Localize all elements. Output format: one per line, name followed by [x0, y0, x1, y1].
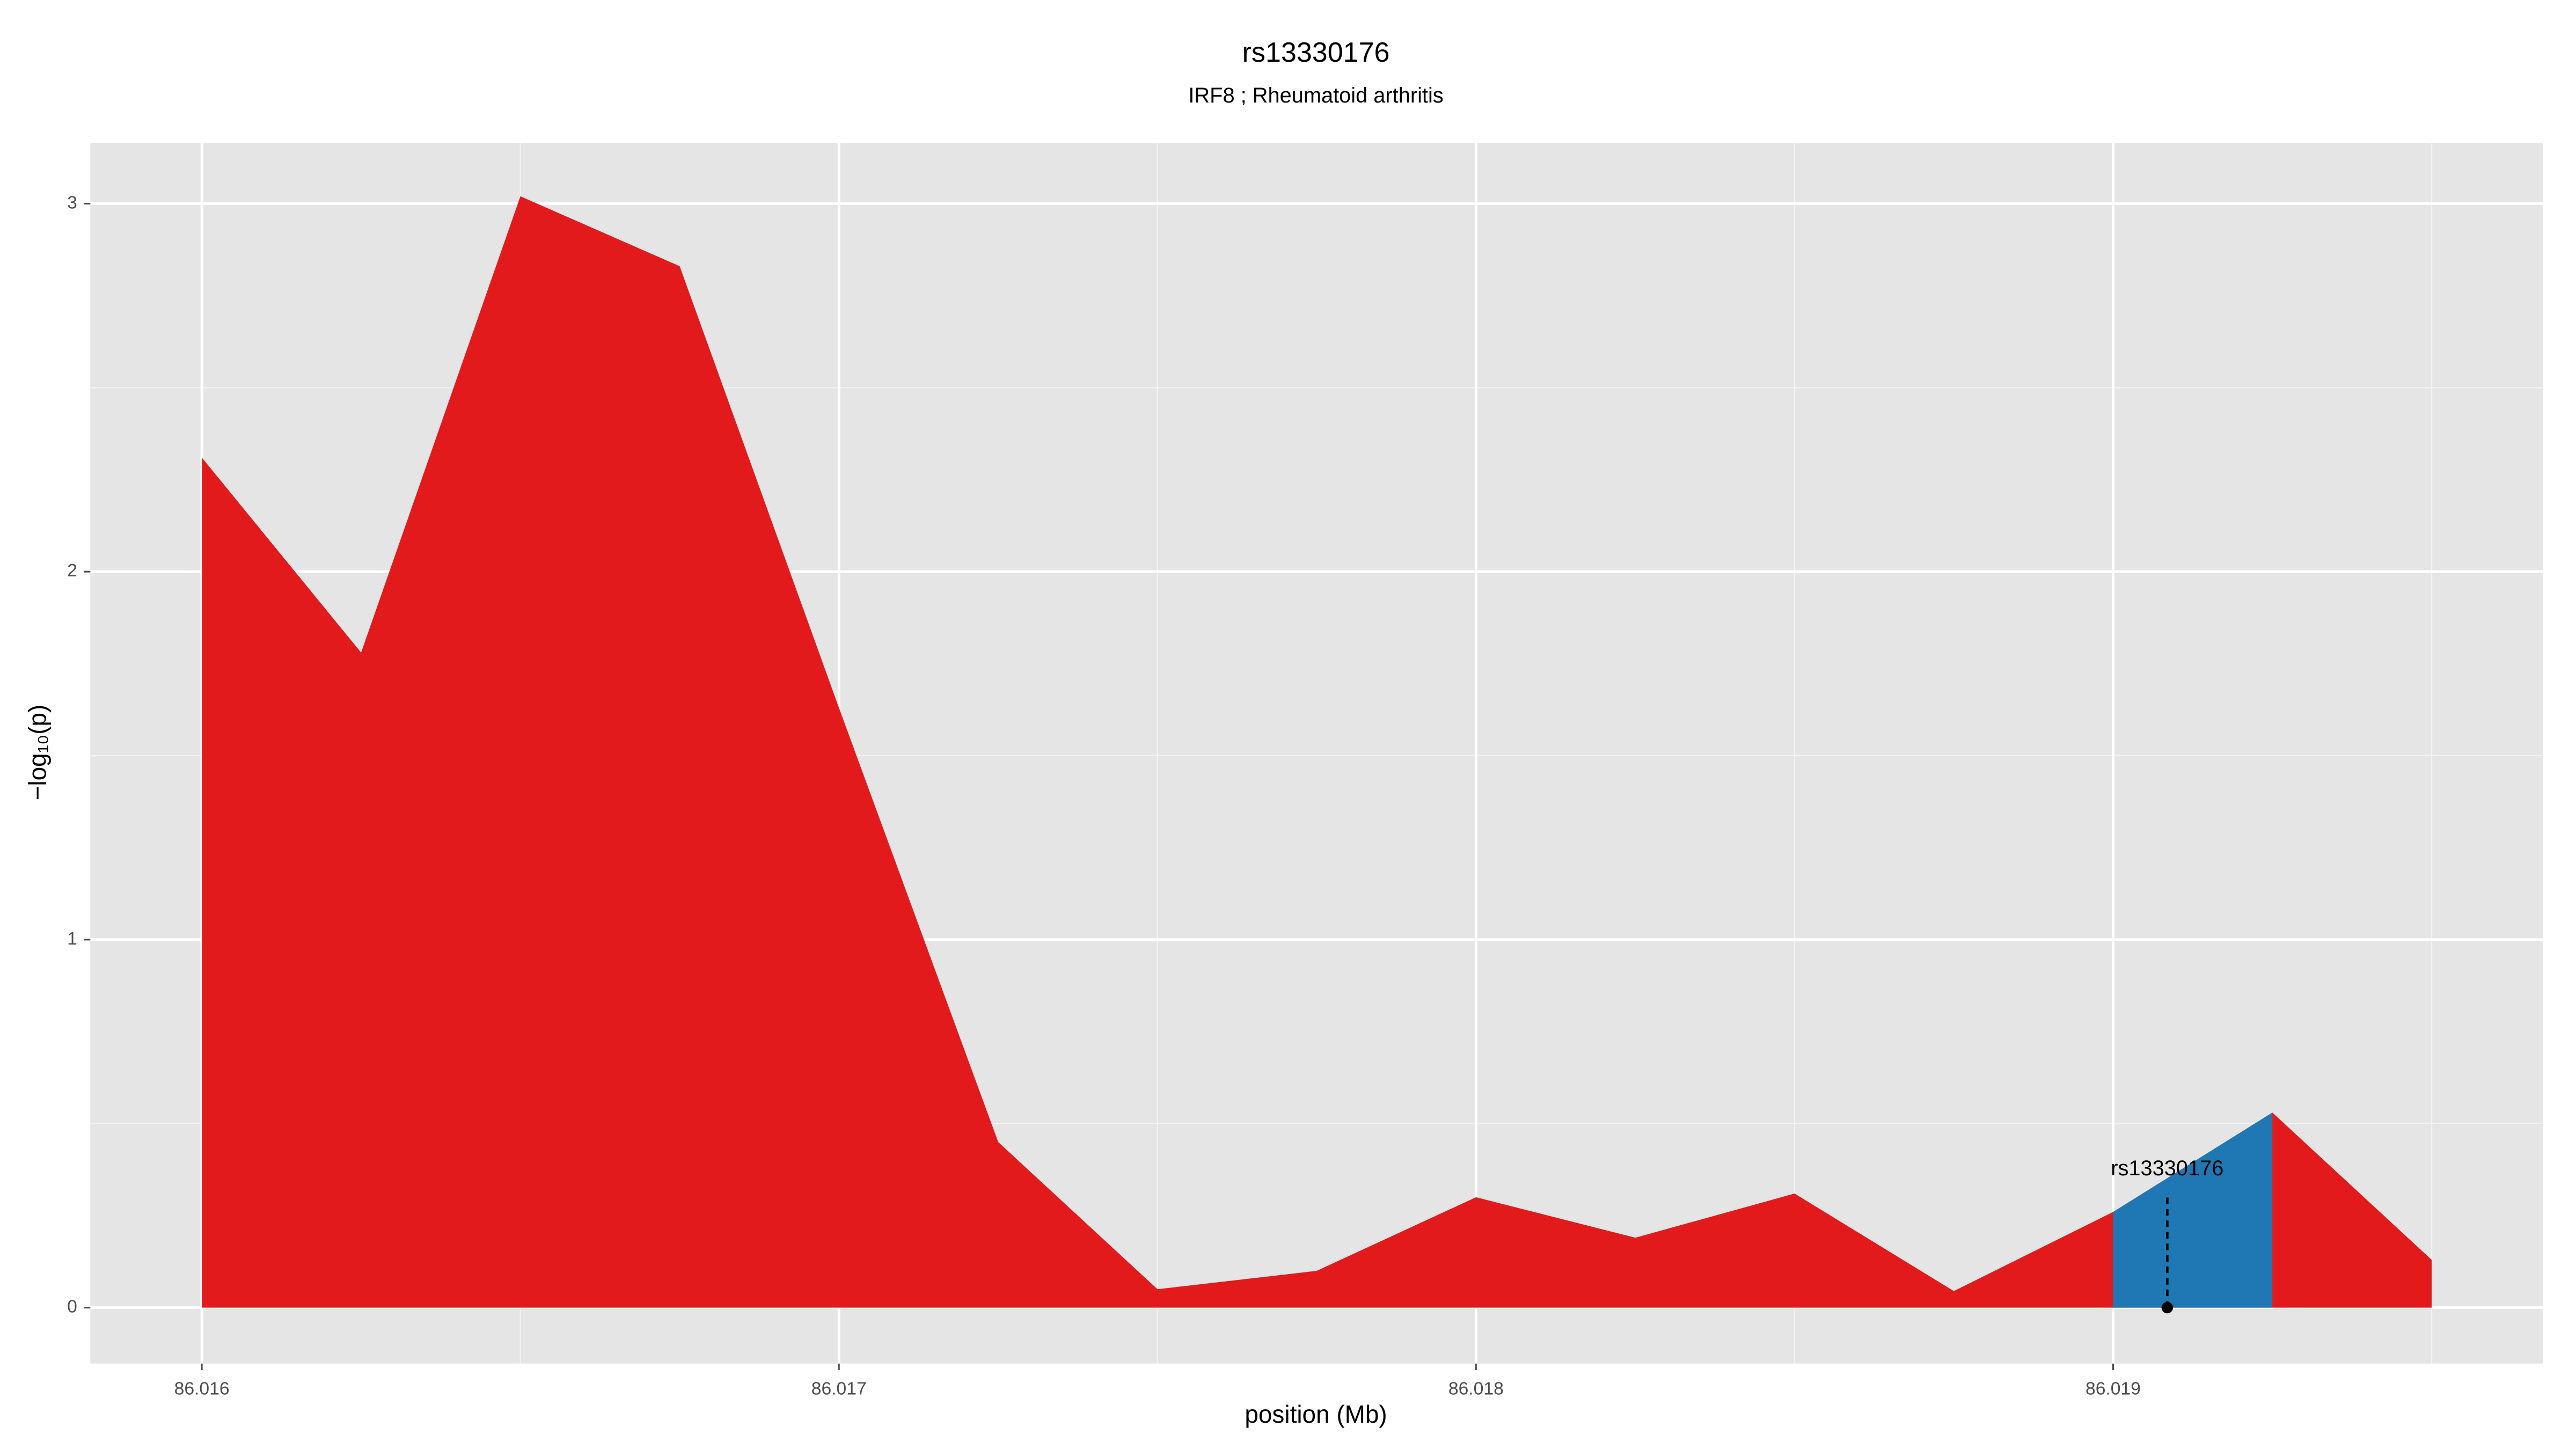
x-tick-label: 86.016: [174, 1379, 230, 1399]
annotation-point: [2161, 1301, 2174, 1314]
chart-title: rs13330176: [1242, 37, 1390, 68]
x-axis-label: position (Mb): [1245, 1400, 1387, 1428]
y-tick-label: 0: [67, 1297, 77, 1316]
y-tick-label: 1: [67, 929, 77, 949]
marks: rs13330176: [202, 196, 2432, 1314]
annotation-label: rs13330176: [2111, 1157, 2223, 1180]
y-axis-label: −log₁₀(p): [24, 705, 52, 801]
y-tick-label: 3: [67, 193, 77, 213]
chart-subtitle: IRF8 ; Rheumatoid arthritis: [1188, 84, 1443, 107]
axes: 86.016 86.017 86.018 86.019 0 1 2 3: [67, 193, 2141, 1399]
area: [202, 196, 2432, 1308]
x-tick-label: 86.018: [1448, 1379, 1504, 1399]
x-tick-label: 86.019: [2085, 1379, 2141, 1399]
x-tick-label: 86.017: [811, 1379, 867, 1399]
y-tick-label: 2: [67, 561, 77, 581]
highlight-area: [2113, 1113, 2273, 1308]
